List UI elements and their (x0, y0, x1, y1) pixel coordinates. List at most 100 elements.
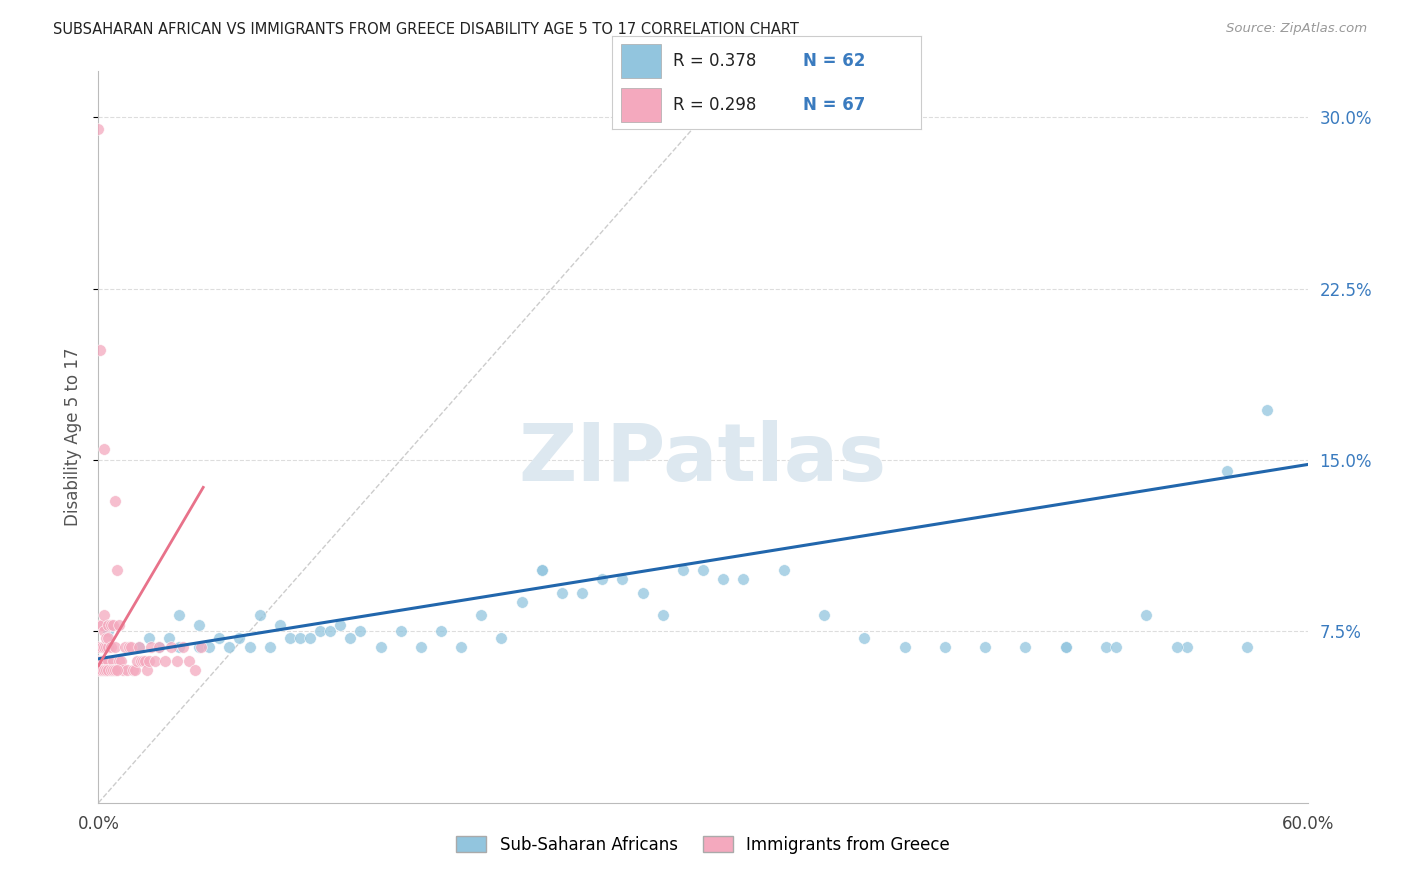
Point (100, 663, 122, 677)
Point (103, 640, 125, 655)
Point (1175, 640, 1198, 655)
Point (96, 663, 118, 677)
Point (1236, 640, 1258, 655)
Point (893, 640, 915, 655)
Point (111, 663, 134, 677)
Point (103, 663, 125, 677)
Point (450, 640, 472, 655)
Point (93, 663, 115, 677)
Point (184, 663, 207, 677)
Point (1166, 640, 1188, 655)
Point (139, 640, 162, 655)
Point (672, 563, 695, 577)
Point (631, 585, 654, 599)
Point (167, 608, 190, 623)
Point (93, 654, 115, 668)
FancyBboxPatch shape (621, 88, 661, 122)
Point (551, 585, 574, 599)
Point (172, 640, 194, 655)
Point (692, 563, 714, 577)
Point (120, 640, 142, 655)
Text: R = 0.378: R = 0.378 (673, 52, 756, 70)
Point (96, 640, 118, 655)
Point (409, 640, 432, 655)
Point (138, 632, 160, 646)
Point (93, 442, 115, 456)
Point (135, 663, 157, 677)
Point (1054, 640, 1077, 655)
Point (87, 121, 110, 136)
Point (97, 640, 120, 655)
Point (114, 640, 136, 655)
Point (853, 632, 876, 646)
Point (711, 572, 734, 586)
Point (1256, 402, 1278, 417)
Point (97, 632, 120, 646)
Point (93, 624, 115, 639)
Point (491, 632, 513, 646)
Y-axis label: Disability Age 5 to 17: Disability Age 5 to 17 (65, 348, 83, 526)
Point (100, 663, 122, 677)
Point (101, 663, 124, 677)
Point (259, 640, 281, 655)
Point (91, 617, 114, 632)
Point (179, 654, 201, 668)
Point (103, 494, 125, 508)
Point (208, 632, 231, 646)
Text: N = 62: N = 62 (803, 52, 866, 70)
Point (87, 640, 110, 655)
Point (1054, 640, 1077, 655)
Text: SUBSAHARAN AFRICAN VS IMMIGRANTS FROM GREECE DISABILITY AGE 5 TO 17 CORRELATION : SUBSAHARAN AFRICAN VS IMMIGRANTS FROM GR… (53, 22, 799, 37)
Point (93, 608, 115, 623)
Legend: Sub-Saharan Africans, Immigrants from Greece: Sub-Saharan Africans, Immigrants from Gr… (450, 829, 956, 860)
Point (239, 640, 262, 655)
Point (97, 624, 120, 639)
Text: ZIPatlas: ZIPatlas (519, 420, 887, 498)
Text: R = 0.298: R = 0.298 (673, 96, 756, 114)
Point (651, 608, 673, 623)
Point (530, 563, 553, 577)
Point (143, 654, 166, 668)
Point (153, 654, 176, 668)
Point (299, 632, 322, 646)
Point (115, 663, 138, 677)
Point (97, 654, 120, 668)
Point (105, 563, 128, 577)
Point (1014, 640, 1036, 655)
Point (148, 640, 170, 655)
Point (228, 632, 250, 646)
Point (129, 654, 152, 668)
Point (101, 654, 124, 668)
Point (167, 640, 190, 655)
Point (349, 624, 371, 639)
Point (121, 663, 143, 677)
Point (269, 617, 291, 632)
Point (124, 663, 146, 677)
Point (389, 624, 412, 639)
Point (510, 595, 533, 609)
Point (166, 654, 188, 668)
Point (339, 632, 361, 646)
Point (160, 640, 183, 655)
Point (1105, 640, 1128, 655)
Point (101, 617, 124, 632)
Point (249, 608, 271, 623)
Point (125, 654, 148, 668)
Point (188, 640, 211, 655)
Point (89, 617, 111, 632)
Point (772, 563, 794, 577)
Point (132, 654, 155, 668)
Point (89, 663, 111, 677)
Point (148, 640, 170, 655)
Point (530, 563, 553, 577)
Point (89, 654, 111, 668)
Point (309, 624, 332, 639)
Point (430, 624, 453, 639)
Text: Source: ZipAtlas.com: Source: ZipAtlas.com (1226, 22, 1367, 36)
Point (974, 640, 997, 655)
Point (198, 640, 221, 655)
Point (319, 624, 342, 639)
Point (591, 572, 613, 586)
Point (89, 343, 111, 358)
Point (107, 617, 129, 632)
